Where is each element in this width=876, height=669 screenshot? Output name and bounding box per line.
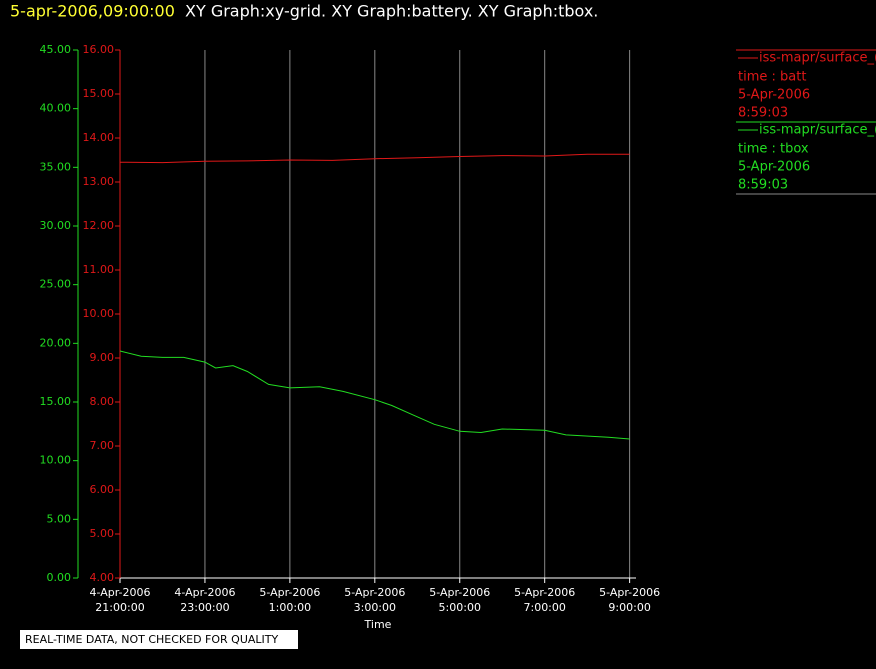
timestamp: 5-apr-2006,09:00:00 bbox=[10, 2, 175, 21]
y2-tick-label: 14.00 bbox=[83, 131, 115, 144]
x-tick-label: 4-Apr-2006 bbox=[174, 586, 235, 599]
y2-tick-label: 10.00 bbox=[83, 307, 115, 320]
y2-tick-label: 15.00 bbox=[83, 87, 115, 100]
x-tick-label: 5-Apr-2006 bbox=[599, 586, 660, 599]
footer-box bbox=[20, 630, 298, 649]
x-tick-label: 9:00:00 bbox=[608, 601, 650, 614]
y-tick-label: 25.00 bbox=[40, 278, 72, 291]
x-tick-label: 5-Apr-2006 bbox=[344, 586, 405, 599]
x-tick-label: 21:00:00 bbox=[95, 601, 144, 614]
y2-tick-label: 8.00 bbox=[90, 395, 115, 408]
legend-name: iss-mapr/surface_( bbox=[759, 51, 876, 66]
series-line bbox=[119, 350, 630, 440]
y-tick-label: 20.00 bbox=[40, 336, 72, 349]
y2-tick-label: 5.00 bbox=[90, 527, 115, 540]
legend-time: 8:59:03 bbox=[738, 178, 788, 193]
y-tick-label: 10.00 bbox=[40, 454, 72, 467]
y-tick-label: 15.00 bbox=[40, 395, 72, 408]
graph-names: XY Graph:xy-grid. XY Graph:battery. XY G… bbox=[185, 2, 598, 21]
y-tick-label: 0.00 bbox=[47, 571, 72, 584]
y2-tick-label: 4.00 bbox=[90, 571, 115, 584]
y-tick-label: 35.00 bbox=[40, 160, 72, 173]
legend-xy: time : tbox bbox=[738, 142, 809, 157]
x-tick-label: 3:00:00 bbox=[354, 601, 396, 614]
y-tick-label: 40.00 bbox=[40, 102, 72, 115]
footer: REAL-TIME DATA, NOT CHECKED FOR QUALITY bbox=[25, 633, 279, 646]
legend-xy: time : batt bbox=[738, 70, 806, 85]
y-tick-label: 45.00 bbox=[40, 43, 72, 56]
y-tick-label: 30.00 bbox=[40, 219, 72, 232]
x-tick-label: 5:00:00 bbox=[439, 601, 481, 614]
legend-date: 5-Apr-2006 bbox=[738, 88, 810, 103]
x-tick-label: 4-Apr-2006 bbox=[89, 586, 150, 599]
y2-tick-label: 6.00 bbox=[90, 483, 115, 496]
y2-tick-label: 12.00 bbox=[83, 219, 115, 232]
x-tick-label: 1:00:00 bbox=[269, 601, 311, 614]
legend-date: 5-Apr-2006 bbox=[738, 160, 810, 175]
legend-time: 8:59:03 bbox=[738, 106, 788, 121]
series-line bbox=[119, 153, 630, 164]
y2-tick-label: 13.00 bbox=[83, 175, 115, 188]
y2-tick-label: 9.00 bbox=[90, 351, 115, 364]
legend-name: iss-mapr/surface_( bbox=[759, 123, 876, 138]
x-tick-label: 5-Apr-2006 bbox=[514, 586, 575, 599]
x-tick-label: 23:00:00 bbox=[180, 601, 229, 614]
x-tick-label: 7:00:00 bbox=[523, 601, 565, 614]
y-tick-label: 5.00 bbox=[47, 512, 72, 525]
x-axis-label: Time bbox=[364, 618, 392, 631]
x-tick-label: 5-Apr-2006 bbox=[259, 586, 320, 599]
y2-tick-label: 7.00 bbox=[90, 439, 115, 452]
y2-tick-label: 11.00 bbox=[83, 263, 115, 276]
x-tick-label: 5-Apr-2006 bbox=[429, 586, 490, 599]
y2-tick-label: 16.00 bbox=[83, 43, 115, 56]
